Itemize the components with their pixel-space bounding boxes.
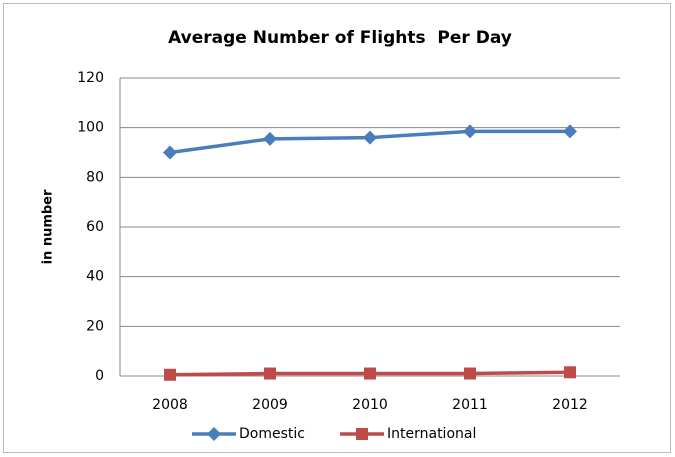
x-tick-label: 2012	[552, 397, 588, 413]
data-point	[164, 368, 176, 381]
data-point	[564, 366, 576, 379]
data-point	[263, 131, 277, 146]
data-point	[463, 124, 477, 139]
data-point	[363, 130, 377, 145]
x-tick-label: 2010	[352, 397, 388, 413]
y-tick-label: 60	[86, 219, 104, 235]
y-tick-label: 20	[86, 318, 104, 334]
y-tick-label: 120	[77, 70, 104, 86]
y-axis-label: in number	[41, 189, 56, 264]
data-point	[563, 124, 577, 139]
legend-marker	[356, 428, 368, 440]
legend-label: International	[387, 426, 476, 442]
y-tick-label: 80	[86, 169, 104, 185]
data-point	[464, 367, 476, 380]
data-point	[264, 367, 276, 380]
y-tick-label: 100	[77, 120, 104, 136]
legend-marker	[207, 427, 221, 441]
x-tick-label: 2008	[152, 397, 188, 413]
x-tick-label: 2011	[452, 397, 488, 413]
legend-label: Domestic	[239, 426, 305, 442]
y-tick-label: 40	[86, 269, 104, 285]
chart-title: Average Number of Flights Per Day	[168, 28, 512, 48]
y-tick-label: 0	[95, 368, 104, 384]
data-point	[364, 367, 376, 380]
data-point	[163, 145, 177, 160]
x-tick-label: 2009	[252, 397, 288, 413]
